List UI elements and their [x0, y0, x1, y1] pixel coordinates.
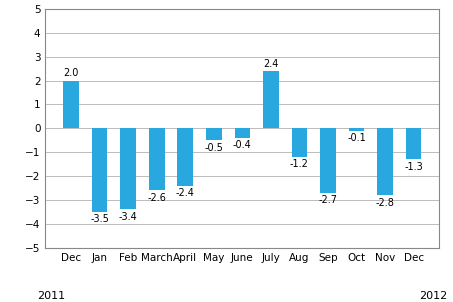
Bar [320, 128, 336, 193]
Text: 2012: 2012 [419, 291, 447, 300]
Text: -2.8: -2.8 [376, 198, 395, 207]
Bar [263, 71, 279, 128]
Text: -1.3: -1.3 [404, 162, 423, 172]
Bar [92, 128, 107, 212]
Bar [235, 128, 250, 138]
Text: -0.4: -0.4 [233, 140, 252, 150]
Text: -3.5: -3.5 [90, 214, 109, 224]
Bar [206, 128, 222, 140]
Bar [120, 128, 136, 210]
Text: -1.2: -1.2 [290, 159, 309, 169]
Bar [149, 128, 164, 190]
Text: 2.0: 2.0 [63, 68, 79, 78]
Bar [292, 128, 307, 157]
Text: 2011: 2011 [38, 291, 66, 300]
Bar [406, 128, 421, 159]
Text: -2.7: -2.7 [318, 195, 337, 205]
Text: -3.4: -3.4 [119, 212, 138, 222]
Text: -2.4: -2.4 [176, 188, 195, 198]
Text: -0.5: -0.5 [204, 143, 223, 153]
Bar [349, 128, 364, 131]
Text: -2.6: -2.6 [147, 193, 166, 203]
Bar [377, 128, 393, 195]
Bar [178, 128, 193, 186]
Text: 2.4: 2.4 [263, 59, 279, 69]
Text: -0.1: -0.1 [347, 133, 366, 143]
Bar [63, 81, 79, 128]
